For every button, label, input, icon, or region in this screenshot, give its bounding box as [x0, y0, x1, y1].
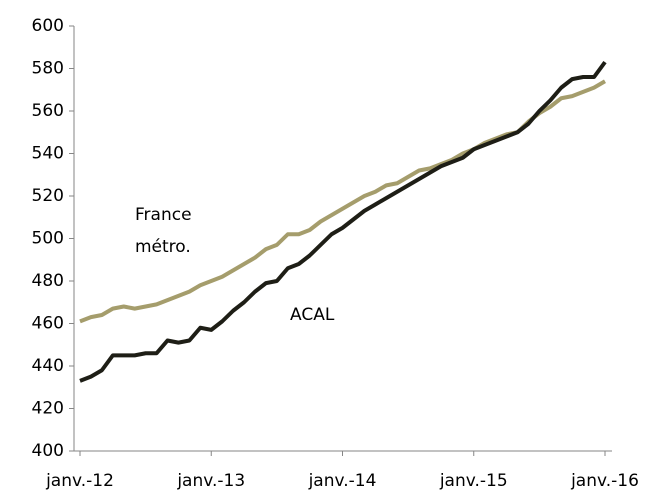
series-line — [79, 60, 607, 383]
y-tick-label: 460 — [32, 314, 64, 334]
y-tick-label: 540 — [32, 144, 64, 164]
x-tick-label: janv.-13 — [176, 471, 245, 491]
y-tick-label: 400 — [32, 441, 64, 461]
y-tick-label: 600 — [32, 16, 64, 36]
x-tick-label: janv.-15 — [439, 471, 508, 491]
y-tick-label: 560 — [32, 101, 64, 121]
x-tick-label: janv.-14 — [308, 471, 377, 491]
series-label: métro. — [135, 237, 191, 257]
series-label: France — [135, 205, 192, 225]
y-tick-label: 480 — [32, 271, 64, 291]
x-tick-label: janv.-16 — [570, 471, 639, 491]
y-tick-label: 420 — [32, 399, 64, 419]
y-tick-label: 580 — [32, 59, 64, 79]
y-tick-label: 520 — [32, 186, 64, 206]
y-tick-label: 500 — [32, 229, 64, 249]
y-tick-label: 440 — [32, 356, 64, 376]
series-line — [79, 79, 607, 324]
x-tick-label: janv.-12 — [45, 471, 114, 491]
series-label: ACAL — [290, 305, 335, 325]
